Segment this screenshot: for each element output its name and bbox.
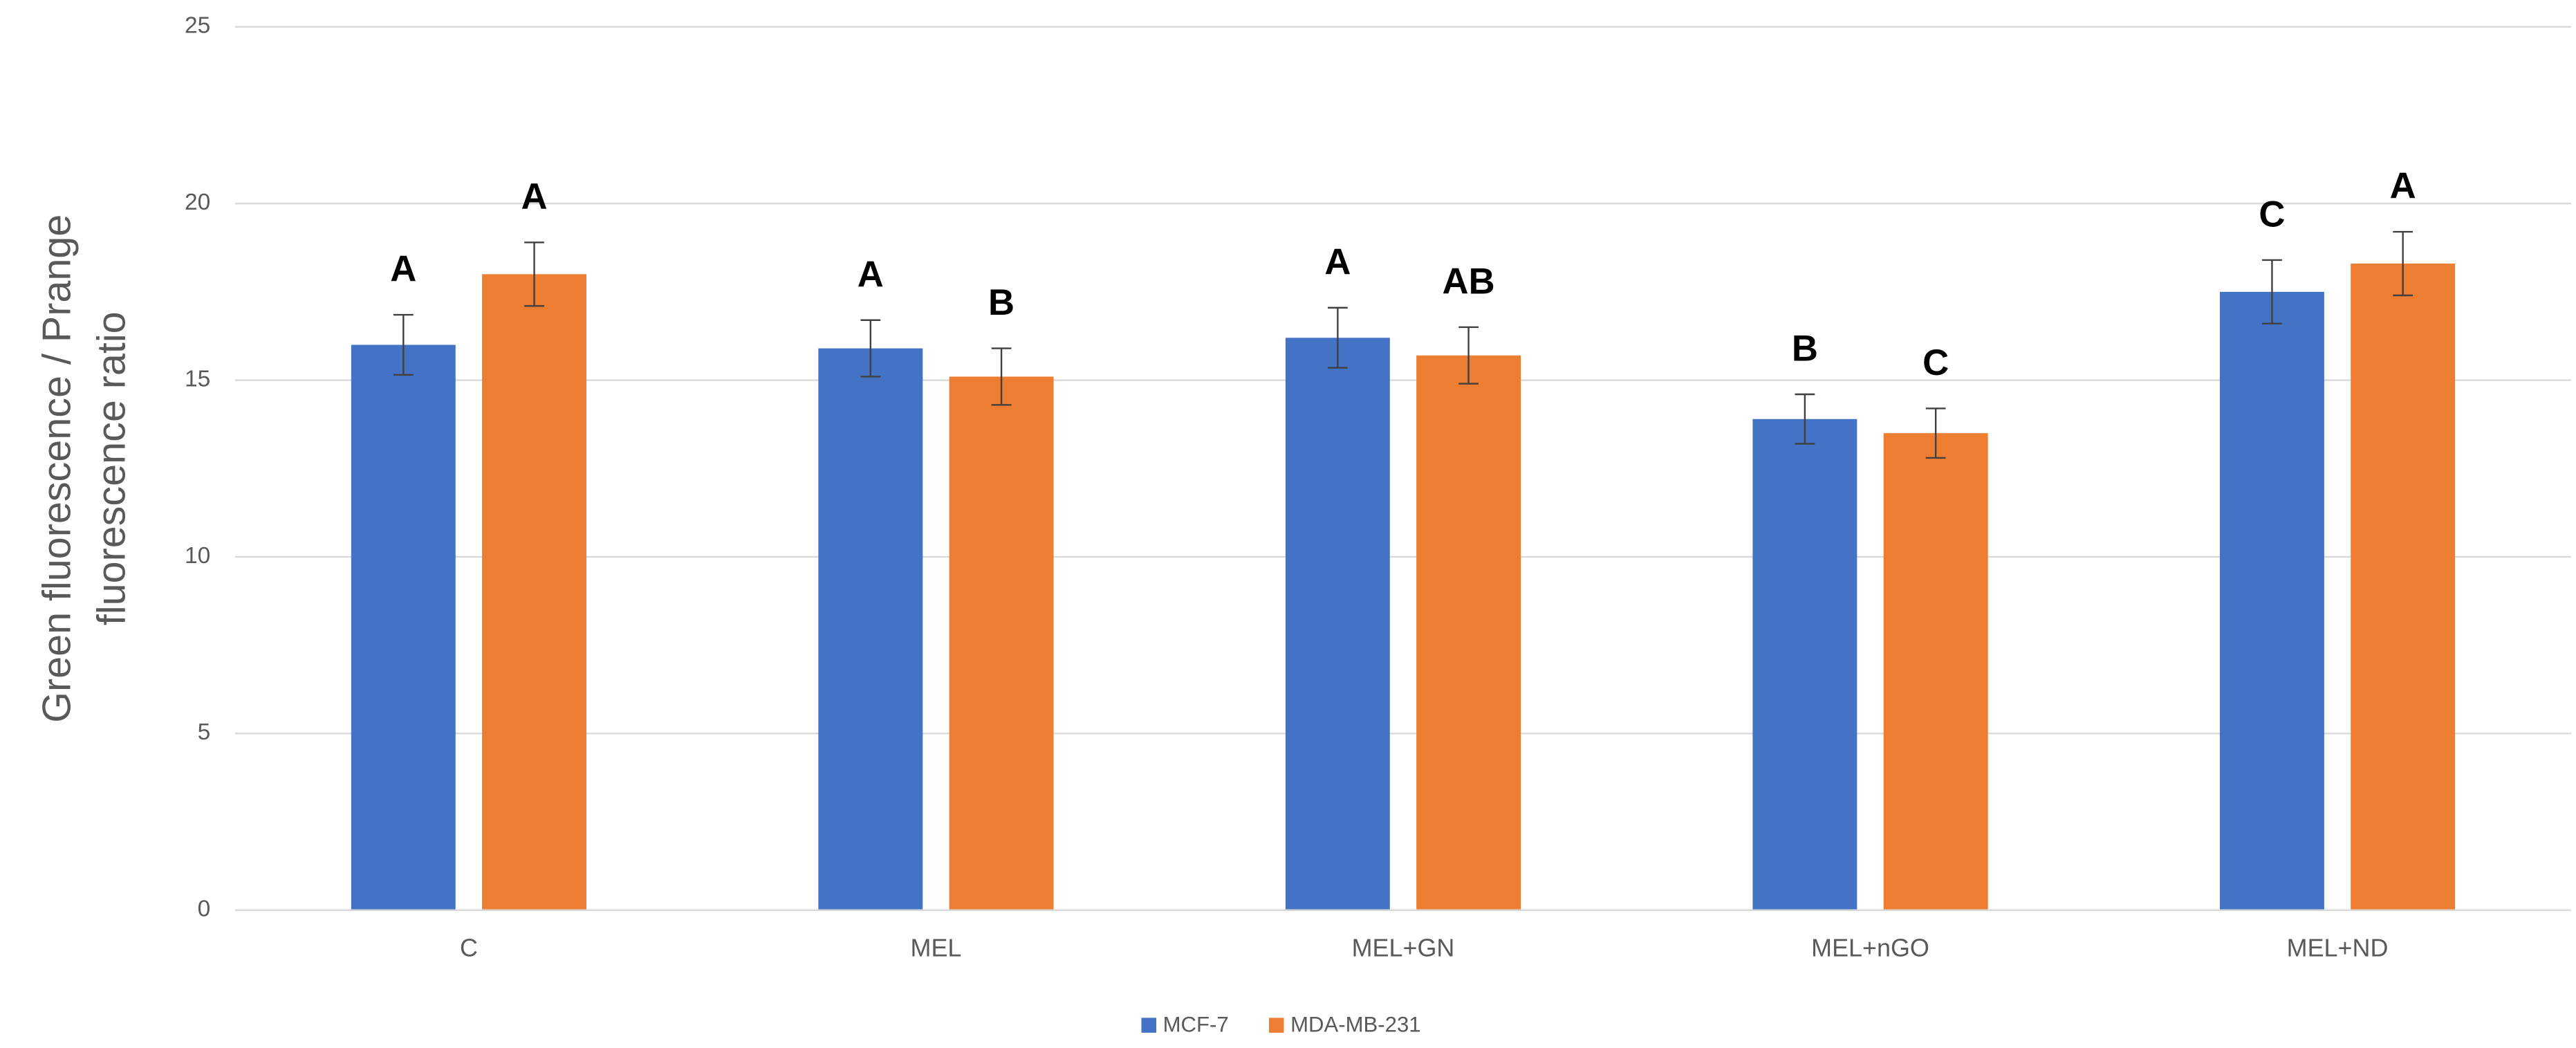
legend-label: MDA-MB-231 [1290, 1013, 1421, 1037]
x-tick-label: MEL+ND [2287, 934, 2389, 962]
x-tick-label: C [460, 934, 478, 962]
bar [1752, 419, 1857, 910]
y-tick-label: 25 [185, 13, 210, 39]
bar [1883, 433, 1988, 910]
significance-letter: A [1324, 242, 1351, 283]
bar [818, 348, 923, 910]
bar [351, 344, 456, 910]
bar [2351, 264, 2456, 910]
y-axis-title-line: Green fluorescence / Prange [35, 214, 79, 723]
x-tick-label: MEL+GN [1352, 934, 1455, 962]
bar [949, 376, 1054, 910]
bar [2219, 291, 2324, 910]
significance-letter: C [1922, 342, 1949, 383]
significance-letter: A [2390, 166, 2416, 207]
significance-letter: A [390, 249, 416, 290]
bar [482, 274, 587, 910]
bar [1416, 355, 1521, 910]
y-tick-label: 0 [198, 897, 211, 922]
significance-letter: B [1792, 329, 1818, 369]
y-axis-title-line: fluorescence ratio [89, 311, 133, 625]
x-tick-label: MEL+nGO [1811, 934, 1929, 962]
y-tick-label: 5 [198, 719, 211, 745]
y-tick-label: 15 [185, 366, 210, 392]
significance-letter: AB [1443, 261, 1495, 302]
significance-letter: A [521, 176, 548, 217]
legend-swatch [1268, 1018, 1284, 1033]
x-tick-label: MEL [911, 934, 962, 962]
significance-letter: A [858, 254, 884, 295]
y-tick-label: 20 [185, 190, 210, 215]
legend-label: MCF-7 [1163, 1013, 1229, 1037]
bar [1285, 338, 1390, 910]
legend-swatch [1141, 1018, 1157, 1033]
y-tick-label: 10 [185, 543, 210, 569]
significance-letter: C [2259, 194, 2285, 235]
significance-letter: B [988, 282, 1014, 323]
